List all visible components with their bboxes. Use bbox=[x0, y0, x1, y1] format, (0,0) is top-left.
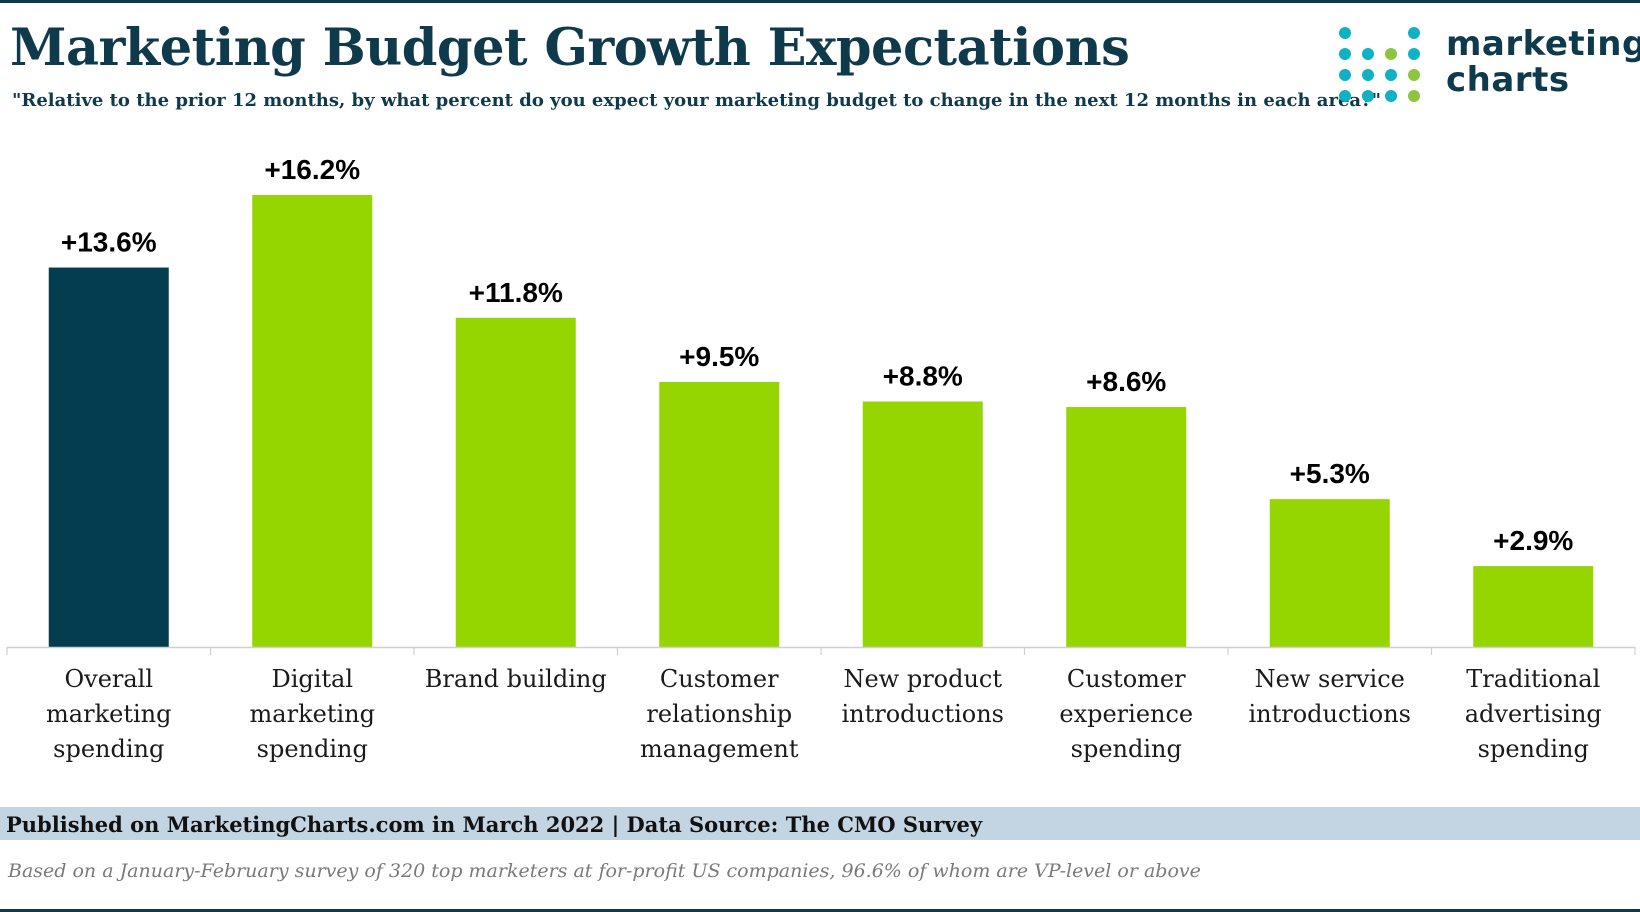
category-label: Traditional advertising spending bbox=[1465, 665, 1602, 763]
logo-dot bbox=[1339, 27, 1351, 39]
bar-value-label: +8.6% bbox=[1086, 366, 1166, 397]
bars-layer bbox=[48, 195, 1594, 647]
top-rule bbox=[0, 0, 1640, 3]
bar-value-label: +11.8% bbox=[469, 277, 563, 308]
logo-dot bbox=[1408, 90, 1420, 102]
bar-value-label: +8.8% bbox=[883, 360, 963, 391]
bottom-rule bbox=[0, 909, 1640, 912]
logo-dot bbox=[1339, 48, 1351, 60]
footer-source: Published on MarketingCharts.com in Marc… bbox=[6, 812, 983, 837]
logo-dots-icon bbox=[1339, 27, 1420, 102]
logo-wordmark: marketing charts bbox=[1446, 26, 1640, 98]
category-label: Brand building bbox=[425, 665, 607, 693]
logo-dot bbox=[1362, 69, 1374, 81]
bar-value-label: +13.6% bbox=[61, 227, 157, 258]
logo-line-2: charts bbox=[1446, 60, 1570, 100]
bar bbox=[455, 317, 576, 647]
category-label: Overall marketing spending bbox=[46, 665, 171, 763]
logo-dot bbox=[1362, 90, 1374, 102]
footnote: Based on a January-February survey of 32… bbox=[8, 860, 1201, 882]
category-label: New service introductions bbox=[1248, 665, 1411, 728]
chart-title: Marketing Budget Growth Expectations bbox=[10, 18, 1130, 78]
bar bbox=[862, 401, 983, 647]
logo-dot bbox=[1339, 90, 1351, 102]
logo-dot bbox=[1408, 48, 1420, 60]
bar-value-label: +5.3% bbox=[1290, 458, 1370, 489]
bar bbox=[1473, 566, 1594, 647]
category-label: Customer relationship management bbox=[640, 665, 799, 763]
bar bbox=[659, 381, 780, 647]
chart-subtitle: "Relative to the prior 12 months, by wha… bbox=[12, 90, 1381, 111]
category-label: New product introductions bbox=[841, 665, 1004, 728]
bar-value-label: +2.9% bbox=[1493, 525, 1573, 556]
category-label: Customer experience spending bbox=[1059, 665, 1193, 763]
category-label: Digital marketing spending bbox=[250, 665, 375, 763]
bar-value-label: +9.5% bbox=[679, 341, 759, 372]
logo-dot bbox=[1339, 69, 1351, 81]
x-axis bbox=[6, 646, 1636, 655]
labels-layer: +13.6% Overall marketing spending +16.2% Digi… bbox=[46, 154, 1602, 763]
bar bbox=[1269, 499, 1390, 647]
bar-value-label: +16.2% bbox=[264, 154, 360, 185]
bar bbox=[48, 267, 169, 647]
logo-dot bbox=[1408, 69, 1420, 81]
logo-dot bbox=[1385, 69, 1397, 81]
logo-dot bbox=[1385, 90, 1397, 102]
logo-dot bbox=[1385, 48, 1397, 60]
logo-line-1: marketing bbox=[1446, 24, 1640, 64]
bar bbox=[252, 195, 373, 647]
logo-dot bbox=[1408, 27, 1420, 39]
footer-band: Published on MarketingCharts.com in Marc… bbox=[0, 807, 1640, 840]
bar bbox=[1066, 407, 1187, 647]
logo-dot bbox=[1362, 48, 1374, 60]
marketingcharts-logo: marketing charts bbox=[1338, 26, 1640, 106]
